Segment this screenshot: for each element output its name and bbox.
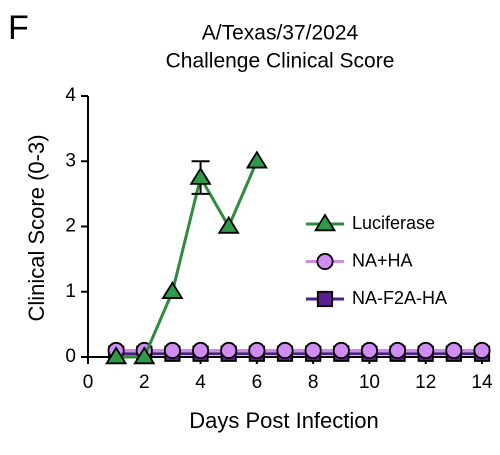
legend-label: NA-F2A-HA	[352, 288, 447, 308]
data-point	[445, 341, 463, 360]
data-point	[161, 281, 184, 299]
x-tick-label: 8	[308, 372, 319, 393]
y-axis-label: Clinical Score (0-3)	[24, 134, 49, 321]
data-point	[389, 341, 407, 360]
legend-marker	[313, 213, 337, 232]
legend-label: Luciferase	[352, 213, 435, 233]
x-tick-label: 2	[139, 372, 150, 393]
legend-label: NA+HA	[352, 250, 413, 270]
series-line	[116, 160, 259, 359]
data-point	[304, 341, 322, 360]
legend-marker	[316, 252, 334, 271]
x-tick-label: 14	[471, 372, 493, 393]
y-tick-label: 0	[65, 346, 76, 367]
data-point	[248, 341, 266, 360]
data-point	[360, 341, 378, 360]
data-point	[276, 341, 294, 360]
data-point	[105, 346, 128, 365]
y-tick-label: 2	[65, 216, 76, 237]
data-point	[332, 341, 350, 360]
legend-marker	[316, 290, 334, 308]
data-point	[473, 341, 491, 360]
y-tick-label: 1	[65, 281, 76, 302]
chart-subtitle: Challenge Clinical Score	[166, 50, 395, 73]
y-tick-label: 3	[65, 150, 76, 171]
x-tick-label: 10	[359, 372, 380, 393]
x-axis-label: Days Post Infection	[189, 408, 379, 433]
data-point	[189, 166, 212, 185]
data-point	[220, 341, 238, 360]
data-point	[217, 215, 240, 234]
data-point	[245, 150, 268, 169]
x-tick-label: 12	[415, 372, 436, 393]
x-tick-label: 4	[195, 372, 206, 393]
data-point	[192, 341, 210, 360]
data-point	[133, 346, 156, 365]
y-tick-label: 4	[65, 85, 76, 106]
x-tick-label: 0	[83, 372, 94, 393]
chart-title: A/Texas/37/2024	[202, 22, 359, 45]
data-point	[417, 341, 435, 360]
panel-label: F	[8, 9, 29, 47]
x-tick-label: 6	[252, 372, 263, 393]
data-point	[163, 341, 181, 360]
